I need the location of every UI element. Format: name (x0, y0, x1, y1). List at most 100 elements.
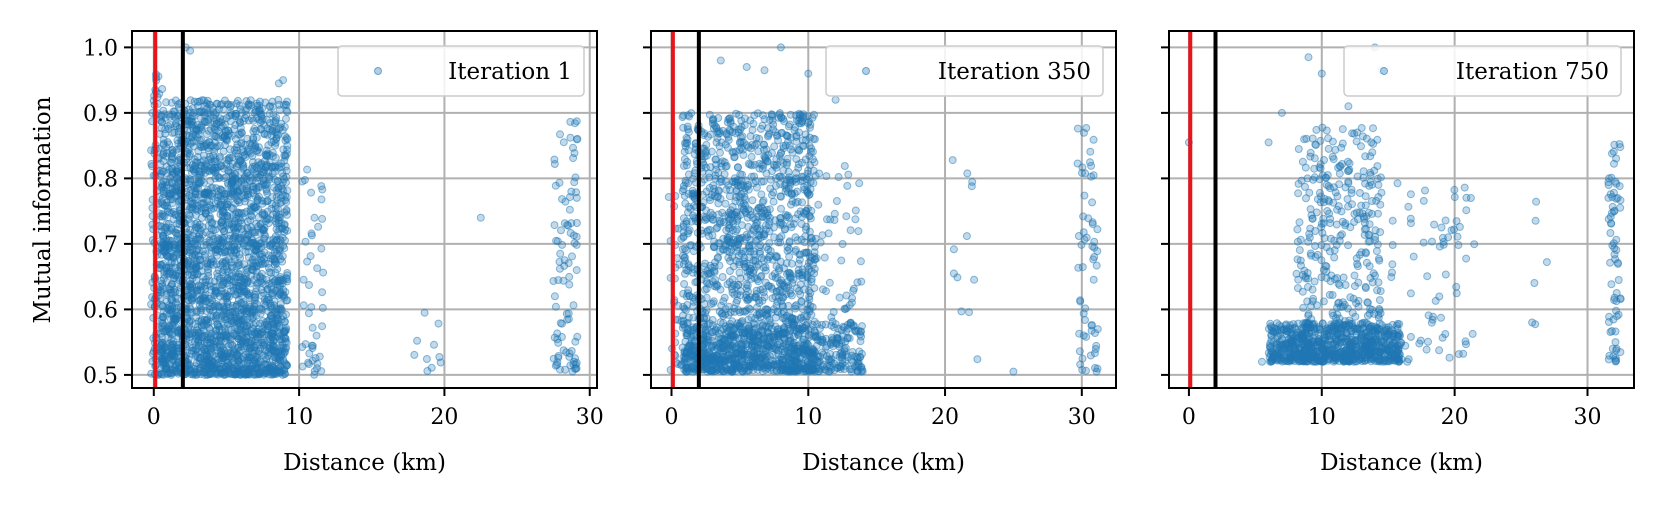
data-point (195, 261, 204, 270)
data-point (186, 283, 195, 292)
data-point (680, 147, 689, 156)
data-point (572, 240, 581, 249)
data-point (728, 226, 737, 234)
data-point (718, 273, 727, 281)
data-point (240, 300, 249, 309)
data-point (281, 136, 290, 145)
data-point (714, 253, 722, 262)
data-point (689, 189, 698, 198)
data-point (758, 296, 767, 305)
data-point (318, 288, 327, 297)
data-point (253, 364, 262, 373)
data-point (249, 276, 258, 284)
data-point (236, 254, 245, 263)
data-point (218, 211, 227, 220)
data-point (792, 177, 801, 186)
data-point (721, 363, 730, 372)
data-point (565, 272, 574, 281)
data-point (772, 253, 781, 262)
data-point (423, 367, 432, 375)
data-point (787, 291, 796, 300)
data-point (730, 290, 739, 299)
data-point (687, 217, 696, 226)
data-point (756, 362, 765, 371)
data-point (757, 177, 766, 186)
data-point (735, 268, 744, 277)
data-point (794, 163, 803, 172)
data-point (725, 248, 734, 257)
data-point (747, 274, 756, 283)
data-point (204, 268, 213, 277)
data-point (163, 201, 171, 210)
data-point (774, 349, 783, 358)
data-point (683, 329, 692, 338)
data-point (721, 140, 730, 149)
data-point (201, 189, 210, 197)
data-point (791, 214, 800, 223)
panel-iteration-350: 0 10 20 30 Distance (km) Iteration 350 (643, 30, 1117, 476)
data-point (785, 245, 794, 253)
data-point (755, 231, 764, 239)
data-point (740, 121, 749, 130)
data-point (195, 97, 204, 106)
data-point (769, 197, 778, 206)
data-point (842, 212, 851, 221)
data-point (301, 237, 310, 246)
data-point (713, 358, 722, 367)
data-point (308, 323, 317, 332)
data-point (244, 192, 252, 201)
data-point (752, 183, 761, 192)
data-point (248, 314, 257, 323)
data-point (263, 197, 272, 206)
data-point (767, 110, 776, 119)
data-point (707, 147, 716, 156)
data-point (317, 195, 326, 204)
data-point (683, 318, 692, 327)
data-point (271, 268, 280, 277)
data-point (224, 126, 233, 135)
y-tick-label: 0.7 (83, 233, 118, 258)
data-point (228, 179, 237, 188)
data-point (410, 350, 419, 359)
data-point (279, 76, 288, 85)
data-point (167, 370, 176, 379)
data-point (224, 242, 233, 250)
data-point (796, 363, 805, 372)
data-point (191, 220, 200, 228)
data-point (721, 322, 730, 331)
data-point (681, 358, 690, 367)
data-point (791, 302, 800, 311)
data-point (687, 352, 696, 361)
data-point (723, 118, 732, 127)
data-point (796, 207, 805, 216)
data-point (755, 247, 764, 256)
data-point (848, 365, 856, 374)
data-point (702, 214, 711, 223)
data-point (746, 265, 755, 273)
data-point (683, 122, 692, 131)
legend-marker-1 (374, 67, 382, 75)
data-point (550, 292, 559, 301)
data-point (784, 282, 793, 291)
data-point (733, 212, 742, 221)
data-point (215, 173, 224, 182)
data-point (791, 123, 799, 132)
data-point (267, 339, 276, 348)
data-point (162, 251, 171, 260)
data-point (240, 239, 248, 248)
data-point (747, 161, 756, 170)
data-point (272, 353, 280, 362)
data-point (192, 308, 201, 316)
data-point (784, 301, 793, 310)
data-point (232, 302, 241, 311)
data-point (430, 340, 438, 349)
data-point (218, 280, 227, 289)
y-tick-label: 0.9 (83, 102, 118, 127)
data-point (212, 312, 221, 320)
data-point (721, 241, 730, 250)
data-point (754, 204, 763, 213)
data-point (211, 287, 220, 296)
data-point (569, 143, 577, 152)
data-point (758, 111, 767, 120)
data-point (238, 317, 247, 326)
